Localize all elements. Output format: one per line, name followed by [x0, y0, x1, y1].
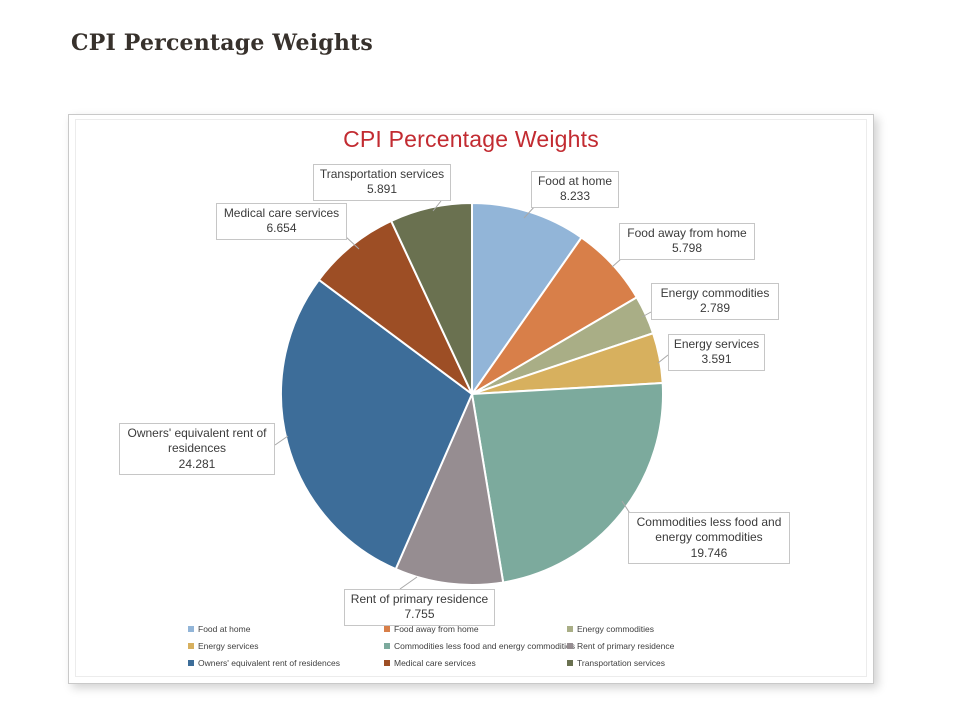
- legend-label: Energy services: [198, 641, 259, 651]
- pie-data-label-transportation-services: Transportation services 5.891: [313, 164, 451, 201]
- data-label-value: 24.281: [178, 456, 216, 471]
- legend-item-food-at-home: Food at home: [188, 624, 250, 634]
- pie-data-label-energy-commodities: Energy commodities 2.789: [651, 283, 779, 320]
- legend-label: Owners' equivalent rent of residences: [198, 658, 340, 668]
- data-label-value: 6.654: [266, 221, 297, 236]
- pie-slice-commodities-less-food-and-energy-commodities: [471, 382, 665, 584]
- leader-line-rent-of-primary-residence: [399, 576, 418, 590]
- chart-panel: CPI Percentage Weights Food at home 8.233…: [68, 114, 874, 684]
- pie-data-label-food-away-from-home: Food away from home 5.798: [619, 223, 755, 260]
- legend-marker: [384, 660, 390, 666]
- legend-marker: [384, 626, 390, 632]
- data-label-text: Energy commodities: [660, 286, 770, 300]
- legend-item-energy-commodities: Energy commodities: [567, 624, 654, 634]
- data-label-value: 5.798: [671, 241, 703, 256]
- legend-marker: [567, 626, 573, 632]
- pie-data-label-energy-services: Energy services 3.591: [668, 334, 765, 371]
- legend-label: Food at home: [198, 624, 251, 634]
- data-label-value: 19.746: [690, 545, 728, 560]
- chart-title: CPI Percentage Weights: [343, 126, 599, 152]
- data-label-text: Commodities less food and energy commodi…: [636, 515, 782, 545]
- legend-marker: [188, 660, 194, 666]
- data-label-value: 5.891: [366, 182, 398, 197]
- data-label-text: Owners' equivalent rent of residences: [127, 426, 267, 456]
- legend-item-rent-of-primary-residence: Rent of primary residence: [567, 641, 674, 651]
- legend-marker: [567, 643, 573, 649]
- leader-line-energy-commodities: [641, 311, 652, 318]
- pie-slice-transportation-services: [390, 202, 473, 395]
- legend-item-transportation-services: Transportation services: [567, 658, 665, 668]
- legend-label: Medical care services: [394, 658, 476, 668]
- data-label-text: Rent of primary residence: [350, 592, 489, 606]
- data-label-value: 2.789: [699, 301, 731, 316]
- data-label-text: Medical care services: [223, 206, 340, 220]
- leader-line-energy-services: [657, 354, 669, 364]
- pie-data-label-food-at-home: Food at home 8.233: [531, 171, 619, 208]
- pie-data-label-commodities-less-food-and-energy-commodities: Commodities less food and energy commodi…: [628, 512, 790, 565]
- legend-marker: [188, 626, 194, 632]
- data-label-text: Food at home: [537, 174, 613, 188]
- leader-line-owners-equivalent-rent-of-residences: [274, 435, 289, 446]
- legend-label: Rent of primary residence: [577, 641, 675, 651]
- pie-data-label-rent-of-primary-residence: Rent of primary residence 7.755: [344, 589, 495, 626]
- legend-label: Commodities less food and energy commodi…: [394, 641, 575, 651]
- leader-line-food-away-from-home: [611, 258, 622, 268]
- legend-label: Energy commodities: [577, 624, 655, 634]
- data-label-text: Transportation services: [319, 167, 445, 181]
- legend-item-food-away-from-home: Food away from home: [384, 624, 479, 634]
- data-label-value: 8.233: [559, 189, 591, 204]
- legend-item-owners-equivalent-rent-of-residences: Owners' equivalent rent of residences: [188, 658, 340, 668]
- legend-item-commodities-less-food-and-energy-commodities: Commodities less food and energy commodi…: [384, 641, 575, 651]
- legend-item-energy-services: Energy services: [188, 641, 258, 651]
- pie-slice-owners-equivalent-rent-of-residences: [280, 278, 473, 571]
- pie-data-label-medical-care-services: Medical care services 6.654: [216, 203, 347, 240]
- leader-line-medical-care-services: [344, 235, 360, 250]
- leader-line-transportation-services: [432, 200, 442, 212]
- legend-item-medical-care-services: Medical care services: [384, 658, 476, 668]
- page-heading: CPI Percentage Weights: [71, 30, 373, 56]
- pie-slice-rent-of-primary-residence: [394, 393, 505, 586]
- legend-marker: [384, 643, 390, 649]
- legend-label: Food away from home: [394, 624, 479, 634]
- legend-marker: [188, 643, 194, 649]
- pie-chart: [274, 200, 669, 590]
- data-label-text: Food away from home: [627, 226, 747, 240]
- legend-marker: [567, 660, 573, 666]
- data-label-value: 3.591: [701, 352, 732, 367]
- pie-data-label-owners-equivalent-rent-of-residences: Owners' equivalent rent of residences 24.…: [119, 423, 275, 476]
- data-label-text: Energy services: [673, 337, 760, 351]
- data-label-value: 7.755: [404, 607, 435, 622]
- legend-label: Transportation services: [577, 658, 666, 668]
- pie-slice-medical-care-services: [317, 219, 473, 395]
